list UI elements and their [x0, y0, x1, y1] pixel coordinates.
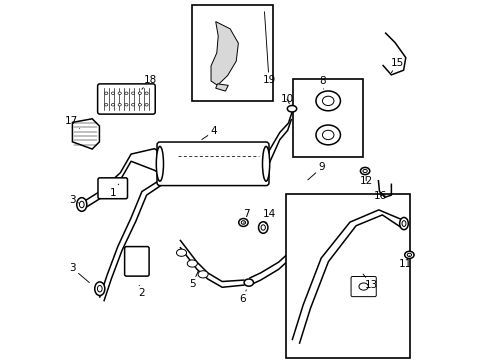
Bar	[292, 79, 363, 157]
Ellipse shape	[144, 104, 148, 106]
Ellipse shape	[198, 271, 208, 278]
FancyBboxPatch shape	[124, 247, 149, 276]
Text: 19: 19	[262, 12, 275, 85]
Ellipse shape	[131, 92, 135, 95]
Ellipse shape	[118, 104, 121, 106]
Ellipse shape	[358, 283, 367, 290]
Ellipse shape	[144, 92, 148, 95]
Ellipse shape	[241, 221, 245, 224]
Ellipse shape	[187, 260, 197, 267]
FancyBboxPatch shape	[157, 142, 268, 186]
Ellipse shape	[79, 201, 84, 208]
Text: 1: 1	[110, 184, 119, 198]
Ellipse shape	[118, 92, 121, 95]
Ellipse shape	[258, 222, 267, 233]
Ellipse shape	[156, 147, 163, 181]
Ellipse shape	[399, 217, 407, 230]
Ellipse shape	[111, 92, 114, 95]
Ellipse shape	[131, 104, 135, 106]
Ellipse shape	[401, 221, 405, 226]
Ellipse shape	[315, 91, 340, 111]
Text: 18: 18	[142, 75, 157, 89]
Ellipse shape	[238, 219, 247, 226]
FancyBboxPatch shape	[350, 276, 375, 297]
Text: 13: 13	[363, 274, 377, 290]
Text: 5: 5	[188, 271, 198, 289]
Text: 10: 10	[280, 94, 293, 104]
Ellipse shape	[360, 167, 369, 175]
FancyBboxPatch shape	[98, 178, 127, 199]
Ellipse shape	[315, 125, 340, 145]
Ellipse shape	[104, 92, 108, 95]
Text: 4: 4	[202, 126, 217, 140]
Text: 6: 6	[239, 290, 246, 304]
Bar	[285, 194, 409, 358]
Text: 11: 11	[398, 256, 411, 269]
Ellipse shape	[362, 170, 366, 173]
Ellipse shape	[244, 279, 253, 286]
Polygon shape	[211, 22, 238, 85]
Text: 9: 9	[307, 162, 325, 180]
Ellipse shape	[322, 96, 333, 105]
Text: 3: 3	[69, 263, 89, 283]
Polygon shape	[72, 119, 99, 149]
Text: 14: 14	[262, 209, 275, 224]
Ellipse shape	[104, 104, 108, 106]
Ellipse shape	[124, 104, 128, 106]
Ellipse shape	[97, 285, 102, 292]
Text: 3: 3	[69, 195, 79, 205]
Ellipse shape	[407, 253, 411, 257]
Ellipse shape	[95, 282, 104, 296]
Ellipse shape	[287, 105, 296, 112]
Ellipse shape	[138, 104, 141, 106]
Polygon shape	[215, 84, 228, 91]
Text: 12: 12	[359, 176, 372, 186]
Text: 7: 7	[243, 209, 249, 223]
Ellipse shape	[262, 147, 269, 181]
Ellipse shape	[77, 198, 87, 211]
Ellipse shape	[176, 249, 186, 256]
FancyBboxPatch shape	[98, 84, 155, 114]
Ellipse shape	[261, 225, 265, 230]
Ellipse shape	[322, 130, 333, 140]
Text: 2: 2	[138, 285, 145, 298]
Text: 15: 15	[390, 58, 403, 73]
Text: 8: 8	[319, 76, 325, 89]
Ellipse shape	[404, 251, 413, 258]
Text: 17: 17	[64, 116, 80, 129]
Ellipse shape	[111, 104, 114, 106]
Ellipse shape	[138, 92, 141, 95]
Ellipse shape	[124, 92, 128, 95]
Bar	[192, 5, 273, 101]
Text: 16: 16	[373, 191, 386, 201]
